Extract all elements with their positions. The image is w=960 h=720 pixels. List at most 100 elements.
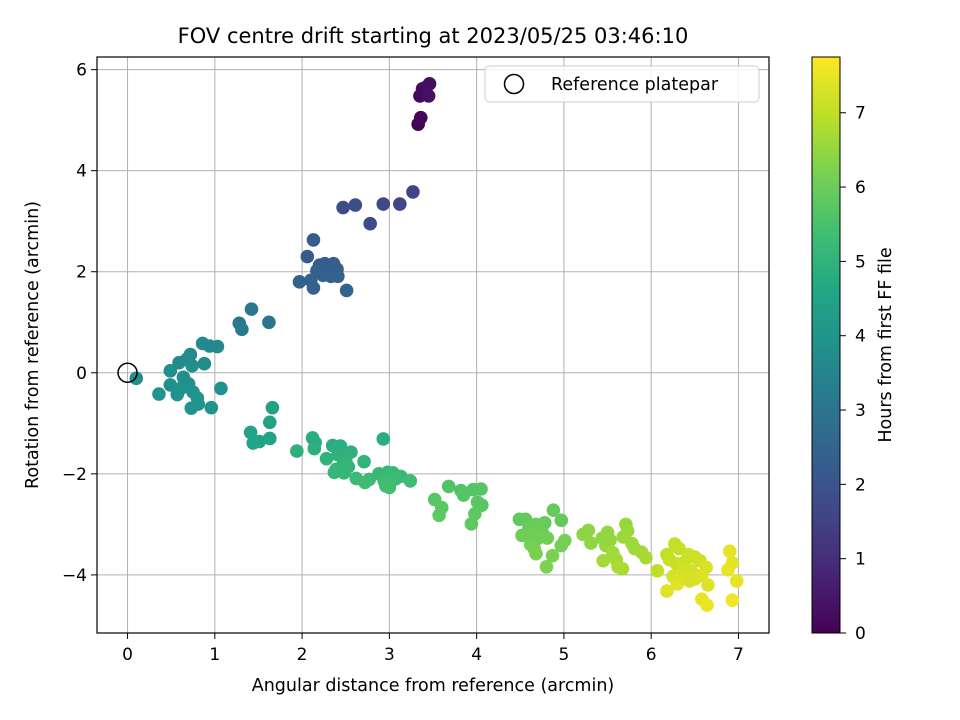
data-point <box>152 387 166 401</box>
data-point <box>129 371 144 386</box>
data-point <box>172 355 186 370</box>
data-point <box>596 553 610 568</box>
y-axis-label: Rotation from reference (arcmin) <box>23 201 43 489</box>
data-point <box>246 436 261 450</box>
data-point <box>306 281 321 295</box>
colorbar-tick-label: 0 <box>855 624 866 644</box>
data-point <box>695 568 709 582</box>
data-point <box>722 544 737 558</box>
data-point <box>554 538 569 553</box>
data-point <box>170 387 185 402</box>
data-point <box>393 197 407 211</box>
data-point <box>163 378 178 392</box>
data-point <box>615 562 630 576</box>
colorbar-tick-label: 2 <box>855 475 866 495</box>
colorbar-tick-label: 1 <box>855 550 866 570</box>
y-tick-label: −4 <box>62 566 87 586</box>
data-point <box>554 513 569 528</box>
colorbar-tick-label: 4 <box>855 327 866 347</box>
data-point <box>210 339 225 354</box>
legend-marker-icon <box>503 73 525 95</box>
data-point <box>540 531 555 545</box>
data-point <box>376 197 391 211</box>
data-point <box>725 593 740 607</box>
legend-box <box>484 65 760 103</box>
y-tick-label: 6 <box>76 61 87 81</box>
data-point <box>406 185 420 199</box>
x-tick-label: 4 <box>471 645 482 665</box>
data-point <box>306 233 321 247</box>
reference-platepar-marker <box>117 362 138 384</box>
data-point <box>319 451 334 466</box>
y-tick-label: 0 <box>76 364 87 384</box>
data-point <box>456 488 471 502</box>
data-point <box>464 517 479 531</box>
reference-platepar-group <box>117 362 138 384</box>
data-point <box>185 358 199 373</box>
y-tick-label: 2 <box>76 263 87 283</box>
data-point <box>163 363 178 378</box>
data-point <box>348 198 363 212</box>
data-point <box>670 577 685 591</box>
data-point <box>584 536 598 550</box>
colorbar-tick-label: 5 <box>855 252 866 272</box>
legend: Reference platepar <box>484 65 760 103</box>
data-point <box>581 523 596 538</box>
data-point <box>336 200 350 215</box>
x-tick-label: 3 <box>384 645 395 665</box>
data-point <box>422 76 437 91</box>
colorbar-tick-label: 3 <box>855 401 866 421</box>
data-point <box>184 401 199 415</box>
data-point <box>382 480 397 495</box>
data-point <box>263 415 277 430</box>
data-point <box>376 432 391 446</box>
data-point <box>235 322 249 337</box>
colorbar-ticks: 0 1 2 3 4 5 6 7 <box>840 104 866 644</box>
data-point <box>263 431 277 446</box>
data-point <box>214 381 228 396</box>
data-point <box>403 474 418 488</box>
data-point <box>292 275 307 289</box>
data-point <box>650 564 665 578</box>
data-point <box>262 315 276 330</box>
data-point <box>729 574 744 588</box>
x-tick-label: 7 <box>733 645 744 665</box>
data-point <box>515 528 529 543</box>
data-point <box>539 560 554 574</box>
plot-area <box>96 56 770 634</box>
x-tick-label: 1 <box>209 645 220 665</box>
data-point <box>307 441 322 456</box>
data-point <box>204 400 219 415</box>
data-point <box>265 400 280 415</box>
data-point <box>639 550 653 565</box>
data-point <box>529 546 543 561</box>
data-point <box>363 216 377 231</box>
data-point <box>441 479 456 494</box>
x-axis-ticks: 0 1 2 3 4 5 6 7 <box>122 633 744 665</box>
data-point <box>290 444 304 458</box>
data-point <box>545 548 560 563</box>
x-axis-label: Angular distance from reference (arcmin) <box>252 676 615 696</box>
data-point <box>358 475 372 490</box>
data-point <box>357 454 371 469</box>
data-point <box>197 356 212 371</box>
data-point <box>243 425 258 440</box>
data-point <box>413 110 428 125</box>
data-point <box>331 269 345 284</box>
data-point <box>701 578 715 592</box>
colorbar-label: Hours from first FF file <box>876 247 896 442</box>
data-point <box>700 598 714 613</box>
x-tick-label: 0 <box>122 645 133 665</box>
data-point <box>432 508 446 523</box>
x-tick-label: 5 <box>558 645 569 665</box>
chart-title: FOV centre drift starting at 2023/05/25 … <box>178 24 689 48</box>
data-point <box>300 249 315 264</box>
data-point <box>474 482 488 496</box>
y-tick-label: −2 <box>62 465 87 485</box>
y-tick-label: 4 <box>76 162 87 182</box>
x-tick-label: 6 <box>646 645 657 665</box>
colorbar-tick-label: 7 <box>855 104 866 124</box>
y-axis-ticks: −4 −2 0 2 4 6 <box>62 61 97 586</box>
data-point <box>546 503 561 518</box>
colorbar-tick-label: 6 <box>855 178 866 198</box>
